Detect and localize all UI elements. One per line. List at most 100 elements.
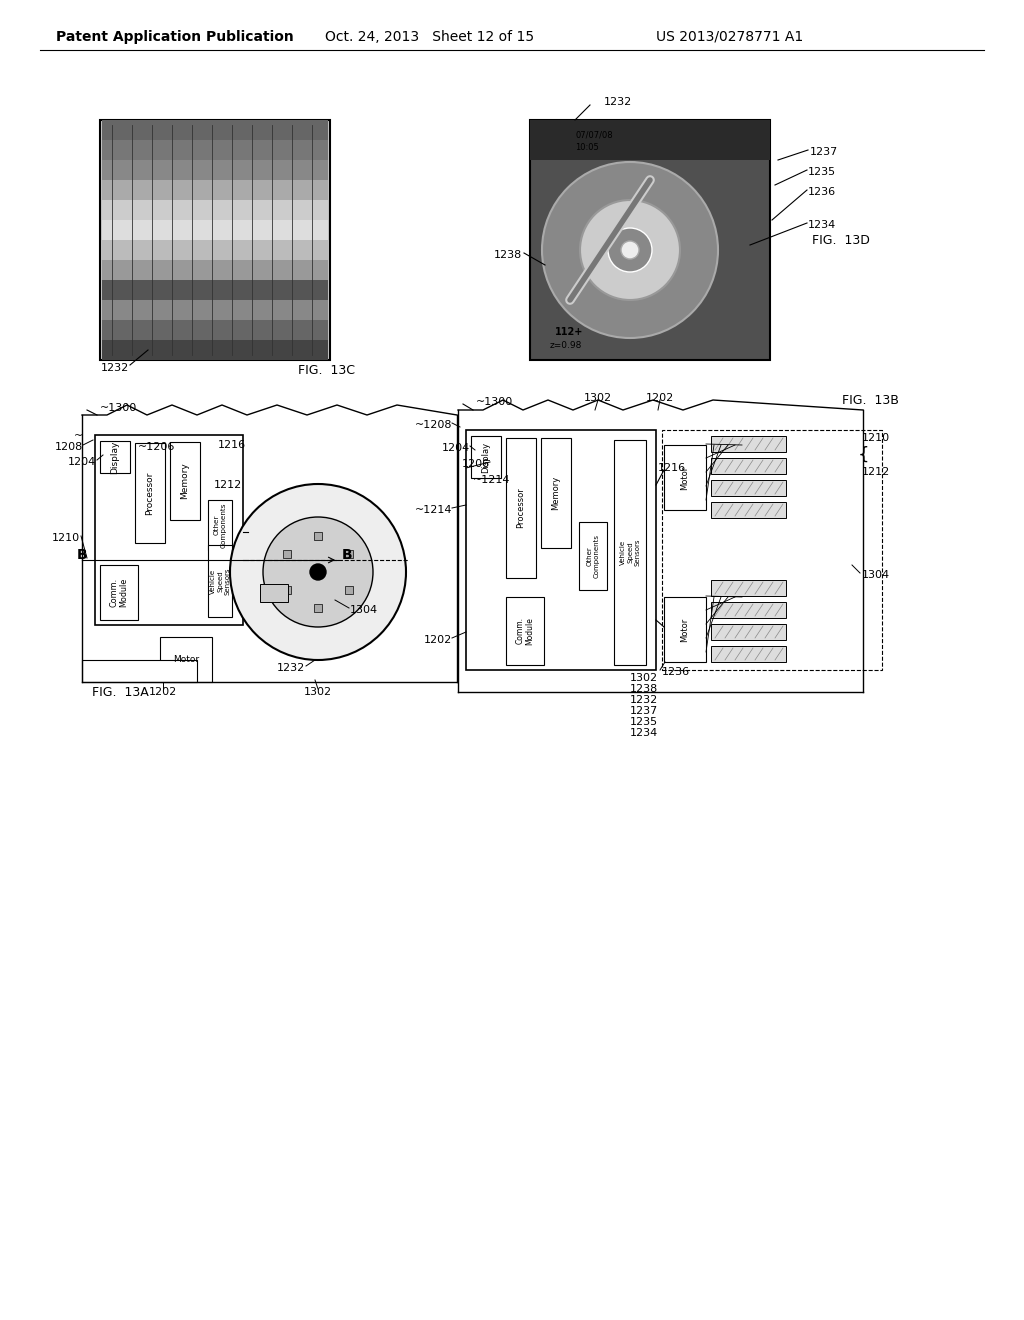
Text: Memory: Memory [552, 477, 560, 510]
Text: 1208: 1208 [54, 442, 83, 451]
Circle shape [580, 201, 680, 300]
Bar [102, 160, 328, 180]
Bar [711, 458, 786, 474]
Bar [135, 444, 165, 543]
Text: Comm.
Module: Comm. Module [515, 616, 535, 645]
Text: 1232: 1232 [276, 663, 305, 673]
Bar [260, 583, 288, 602]
Bar [541, 438, 571, 548]
Bar [160, 638, 212, 682]
Text: Processor: Processor [145, 471, 155, 515]
Text: 1216: 1216 [218, 440, 246, 450]
Bar [102, 180, 328, 201]
Text: 1302: 1302 [584, 393, 612, 403]
Text: 1206: 1206 [462, 459, 490, 469]
Bar [102, 201, 328, 220]
Circle shape [230, 484, 406, 660]
Text: 1202: 1202 [646, 393, 674, 403]
Bar [662, 430, 882, 671]
Text: 1238: 1238 [630, 684, 658, 694]
Bar [251, 587, 283, 597]
Text: ~1214: ~1214 [472, 475, 510, 484]
Text: B: B [77, 548, 87, 562]
Bar [530, 120, 770, 160]
Bar [102, 280, 328, 300]
Bar [82, 660, 197, 682]
Text: Other
Components: Other Components [213, 502, 226, 548]
Bar [345, 586, 353, 594]
Text: Processor: Processor [516, 487, 525, 528]
Text: Oct. 24, 2013   Sheet 12 of 15: Oct. 24, 2013 Sheet 12 of 15 [326, 30, 535, 44]
Bar [208, 500, 232, 550]
Text: Memory: Memory [180, 462, 189, 499]
Bar [102, 240, 328, 260]
Text: 1232: 1232 [630, 696, 658, 705]
Text: 10:05: 10:05 [575, 143, 599, 152]
Bar [102, 319, 328, 341]
Bar [102, 140, 328, 160]
Text: Display: Display [481, 441, 490, 473]
Bar [251, 576, 283, 585]
Bar [102, 341, 328, 360]
Text: 1216: 1216 [658, 463, 686, 473]
Bar [102, 120, 328, 140]
Text: 1232: 1232 [101, 363, 129, 374]
Circle shape [263, 517, 373, 627]
Bar [100, 441, 130, 473]
Text: Other
Components: Other Components [587, 535, 599, 578]
Bar [664, 597, 706, 663]
Text: 1236: 1236 [808, 187, 837, 197]
Text: Vehicle
Speed
Sensors: Vehicle Speed Sensors [620, 539, 640, 566]
Text: z=0.98: z=0.98 [550, 342, 583, 351]
Bar [314, 532, 322, 540]
Bar [314, 605, 322, 612]
Text: ~1300: ~1300 [476, 397, 513, 407]
Text: 1238: 1238 [494, 249, 522, 260]
Text: 1204: 1204 [68, 457, 96, 467]
Text: 1212: 1212 [862, 467, 890, 477]
Bar [530, 120, 770, 360]
Text: 1234: 1234 [630, 729, 658, 738]
Text: Motor: Motor [173, 655, 199, 664]
Text: US 2013/0278771 A1: US 2013/0278771 A1 [656, 30, 804, 44]
Bar [711, 645, 786, 663]
Text: Comm.
Module: Comm. Module [110, 578, 129, 607]
Text: 112+: 112+ [555, 327, 584, 337]
Bar [283, 550, 291, 558]
Bar [711, 624, 786, 640]
Bar [506, 597, 544, 665]
Bar [100, 565, 138, 620]
Bar [579, 521, 607, 590]
Bar [711, 602, 786, 618]
Text: 1204: 1204 [441, 444, 470, 453]
Text: 1236: 1236 [662, 667, 690, 677]
Text: 1304: 1304 [862, 570, 890, 579]
Bar [251, 564, 283, 573]
Text: 1202: 1202 [424, 635, 452, 645]
Bar [248, 560, 286, 602]
Bar [102, 260, 328, 280]
Bar [711, 502, 786, 517]
Text: 1212: 1212 [214, 480, 243, 490]
Text: Motor: Motor [681, 466, 689, 490]
Text: Patent Application Publication: Patent Application Publication [56, 30, 294, 44]
Bar [466, 430, 656, 671]
Circle shape [621, 242, 639, 259]
Text: FIG.  13C: FIG. 13C [298, 363, 355, 376]
Bar [614, 440, 646, 665]
Text: 1235: 1235 [808, 168, 837, 177]
Bar [208, 545, 232, 616]
Text: FIG.  13D: FIG. 13D [812, 234, 869, 247]
Bar [345, 550, 353, 558]
Text: 1237: 1237 [630, 706, 658, 715]
Text: 1304: 1304 [350, 605, 378, 615]
Bar [506, 438, 536, 578]
Text: FIG.  13B: FIG. 13B [842, 393, 898, 407]
Circle shape [310, 564, 326, 579]
Text: ~1300: ~1300 [100, 403, 137, 413]
Text: 1210: 1210 [52, 533, 80, 543]
Bar [471, 436, 501, 478]
Bar [102, 220, 328, 240]
Circle shape [542, 162, 718, 338]
Text: Display: Display [111, 441, 120, 474]
